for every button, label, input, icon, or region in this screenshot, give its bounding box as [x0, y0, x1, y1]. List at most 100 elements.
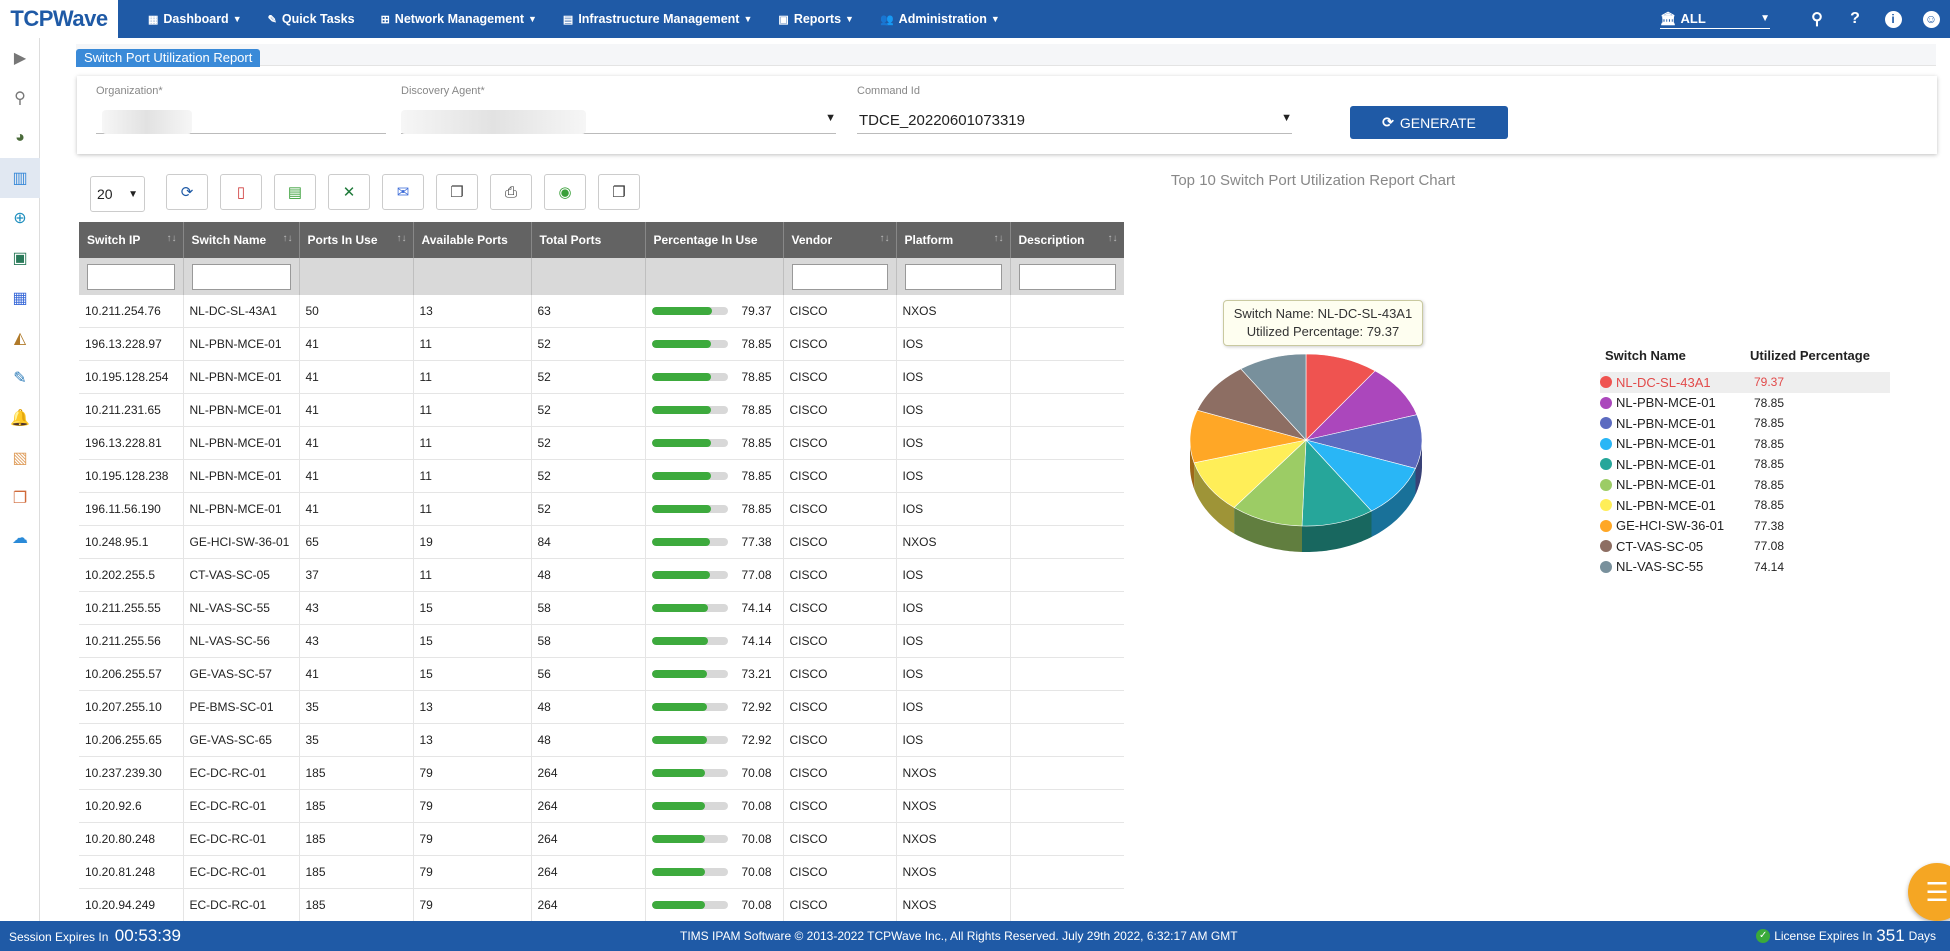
- page-size-select[interactable]: 20 ▼: [90, 176, 145, 212]
- table-row[interactable]: 10.20.92.6 EC-DC-RC-01 185 79 264 70.08 CISCO N…: [79, 789, 1124, 823]
- table-row[interactable]: 10.195.128.238 NL-PBN-MCE-01 41 11 52 78.85 CI…: [79, 459, 1124, 493]
- map-icon[interactable]: ▧: [12, 450, 28, 467]
- refresh-button[interactable]: ⟳: [166, 174, 208, 210]
- column-header-switch-name[interactable]: Switch Name ↑↓: [183, 222, 300, 258]
- nav-quick-tasks[interactable]: ✎ Quick Tasks: [268, 12, 355, 26]
- column-header-percentage-in-use[interactable]: Percentage In Use: [645, 222, 784, 258]
- help-icon[interactable]: ?: [1850, 10, 1860, 27]
- floating-menu-button[interactable]: ☰: [1908, 863, 1950, 921]
- column-header-available-ports[interactable]: Available Ports: [413, 222, 532, 258]
- sort-icon[interactable]: ↑↓: [879, 233, 890, 244]
- user-account-icon[interactable]: ☺: [1912, 10, 1950, 28]
- restore-window-button[interactable]: ❐: [598, 174, 640, 210]
- email-button[interactable]: ✉: [382, 174, 424, 210]
- sort-icon[interactable]: ↑↓: [1107, 233, 1118, 244]
- nav-reports[interactable]: ▣ Reports ▼: [778, 12, 854, 26]
- bar-chart-icon[interactable]: ▥: [0, 158, 40, 198]
- table-row[interactable]: 10.237.239.30 EC-DC-RC-01 185 79 264 70.08 CIS…: [79, 756, 1124, 790]
- column-header-switch-ip[interactable]: Switch IP ↑↓: [79, 222, 184, 258]
- sort-icon[interactable]: ↑↓: [166, 233, 177, 244]
- table-row[interactable]: 10.195.128.254 NL-PBN-MCE-01 41 11 52 78.85 CI…: [79, 360, 1124, 394]
- table-row[interactable]: 10.211.255.55 NL-VAS-SC-55 43 15 58 74.14 CISC…: [79, 591, 1124, 625]
- discovery-agent-select[interactable]: ▼: [401, 104, 836, 134]
- search-icon[interactable]: ⚲: [14, 90, 26, 107]
- pie-slice-3[interactable]: [1305, 439, 1416, 512]
- table-row[interactable]: 10.211.231.65 NL-PBN-MCE-01 41 11 52 78.85 CIS…: [79, 393, 1124, 427]
- legend-item[interactable]: GE-HCI-SW-36-01 77.38: [1600, 516, 1890, 537]
- legend-item[interactable]: NL-PBN-MCE-01 78.85: [1600, 393, 1890, 414]
- nav-network-management[interactable]: ⊞ Network Management ▼: [381, 12, 537, 26]
- lifebuoy-icon[interactable]: ⊕: [13, 210, 27, 227]
- clone-icon[interactable]: ❐: [12, 490, 28, 507]
- filter-vendor-input[interactable]: [791, 263, 888, 290]
- organization-selector[interactable]: 🏛 ALL ▼: [1660, 9, 1770, 29]
- table-row[interactable]: 10.20.80.248 EC-DC-RC-01 185 79 264 70.08 CISC…: [79, 822, 1124, 856]
- table-row[interactable]: 196.11.56.190 NL-PBN-MCE-01 41 11 52 78.85 CIS…: [79, 492, 1124, 526]
- organization-input[interactable]: [96, 104, 386, 134]
- pie-slice-0[interactable]: [1305, 353, 1376, 441]
- area-chart-icon[interactable]: ◭: [13, 330, 27, 347]
- column-header-platform[interactable]: Platform ↑↓: [896, 222, 1011, 258]
- export-pdf-button[interactable]: ▯: [220, 174, 262, 210]
- command-id-select[interactable]: TDCE_20220601073319 ▼: [857, 104, 1292, 134]
- table-row[interactable]: 10.20.81.248 EC-DC-RC-01 185 79 264 70.08 CISC…: [79, 855, 1124, 889]
- tcpwave-logo[interactable]: TCPWave: [0, 0, 118, 38]
- generate-button[interactable]: ⟳ GENERATE: [1350, 106, 1508, 139]
- table-row[interactable]: 196.13.228.97 NL-PBN-MCE-01 41 11 52 78.85 CIS…: [79, 327, 1124, 361]
- column-header-vendor[interactable]: Vendor ↑↓: [783, 222, 897, 258]
- progress-bar: [651, 736, 728, 744]
- info-icon[interactable]: i: [1874, 10, 1912, 28]
- legend-item[interactable]: NL-PBN-MCE-01 78.85: [1600, 434, 1890, 455]
- legend-item[interactable]: NL-PBN-MCE-01 78.85: [1600, 454, 1890, 475]
- filter-switch-ip-input[interactable]: [87, 263, 175, 290]
- legend-item[interactable]: NL-DC-SL-43A1 79.37: [1600, 372, 1890, 393]
- pie-chart-icon[interactable]: ◕: [15, 129, 25, 146]
- legend-item[interactable]: NL-VAS-SC-55 74.14: [1600, 557, 1890, 578]
- search-icon[interactable]: ⚲: [1811, 11, 1823, 28]
- nav-administration[interactable]: 👥 Administration ▼: [880, 12, 1000, 26]
- table-row[interactable]: 10.207.255.10 PE-BMS-SC-01 35 13 48 72.92 CISC…: [79, 690, 1124, 724]
- cloud-icon[interactable]: ☁: [12, 530, 28, 547]
- print-button[interactable]: ⎙: [490, 174, 532, 210]
- table-row[interactable]: 10.206.255.65 GE-VAS-SC-65 35 13 48 72.92 CISC…: [79, 723, 1124, 757]
- table-row[interactable]: 10.20.94.249 EC-DC-RC-01 185 79 264 70.08 CISC…: [79, 888, 1124, 921]
- pie-slice-6[interactable]: [1193, 439, 1307, 508]
- legend-item[interactable]: CT-VAS-SC-05 77.08: [1600, 536, 1890, 557]
- table-row[interactable]: 10.248.95.1 GE-HCI-SW-36-01 65 19 84 77.38 CIS…: [79, 525, 1124, 559]
- column-header-total-ports[interactable]: Total Ports: [531, 222, 646, 258]
- pie-slice-7[interactable]: [1190, 409, 1307, 464]
- filter-platform-input[interactable]: [904, 263, 1002, 290]
- table-row[interactable]: 10.206.255.57 GE-VAS-SC-57 41 15 56 73.21 CISC…: [79, 657, 1124, 691]
- filter-switch-name-input[interactable]: [191, 263, 291, 290]
- pie-slice-9[interactable]: [1240, 353, 1307, 441]
- sort-icon[interactable]: ↑↓: [993, 233, 1004, 244]
- table-row[interactable]: 10.202.255.5 CT-VAS-SC-05 37 11 48 77.08 CISCO…: [79, 558, 1124, 592]
- edit-icon[interactable]: ✎: [13, 370, 27, 387]
- table-row[interactable]: 196.13.228.81 NL-PBN-MCE-01 41 11 52 78.85 CIS…: [79, 426, 1124, 460]
- bell-icon[interactable]: 🔔: [10, 410, 30, 427]
- pie-slice-1[interactable]: [1305, 370, 1418, 441]
- sort-icon[interactable]: ↑↓: [396, 233, 407, 244]
- filter-description-input[interactable]: [1018, 263, 1116, 290]
- pie-slice-5[interactable]: [1233, 439, 1307, 527]
- nav-dashboard[interactable]: ▦ Dashboard ▼: [148, 12, 242, 26]
- table-row[interactable]: 10.211.255.56 NL-VAS-SC-56 43 15 58 74.14 CISC…: [79, 624, 1124, 658]
- export-excel-button[interactable]: ✕: [328, 174, 370, 210]
- legend-item[interactable]: NL-PBN-MCE-01 78.85: [1600, 413, 1890, 434]
- image-frame-icon[interactable]: ▣: [12, 250, 28, 267]
- column-header-description[interactable]: Description ↑↓: [1010, 222, 1124, 258]
- table-row[interactable]: 10.211.254.76 NL-DC-SL-43A1 50 13 63 79.37 CIS…: [79, 295, 1124, 328]
- copy-button[interactable]: ❐: [436, 174, 478, 210]
- legend-item[interactable]: NL-PBN-MCE-01 78.85: [1600, 475, 1890, 496]
- column-visibility-button[interactable]: ◉: [544, 174, 586, 210]
- pie-slice-8[interactable]: [1196, 368, 1307, 441]
- legend-item[interactable]: NL-PBN-MCE-01 78.85: [1600, 495, 1890, 516]
- calendar-icon[interactable]: ▦: [12, 290, 28, 307]
- expand-sidebar-icon[interactable]: ▶: [13, 50, 27, 67]
- nav-infrastructure-management[interactable]: ▤ Infrastructure Management ▼: [563, 12, 752, 26]
- export-csv-button[interactable]: ▤: [274, 174, 316, 210]
- pie-slice-4[interactable]: [1301, 439, 1372, 527]
- sort-icon[interactable]: ↑↓: [282, 233, 293, 244]
- column-header-ports-in-use[interactable]: Ports In Use ↑↓: [299, 222, 414, 258]
- pie-slice-2[interactable]: [1305, 414, 1423, 469]
